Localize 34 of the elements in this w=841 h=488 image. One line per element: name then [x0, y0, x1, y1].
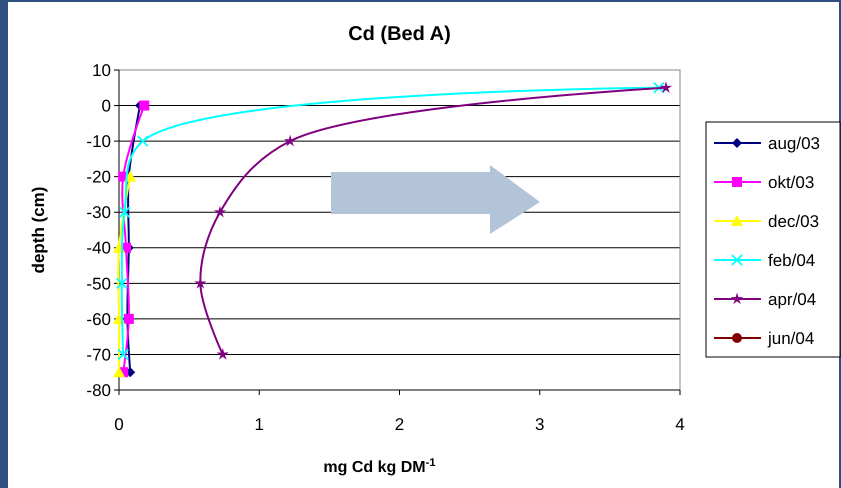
y-tick-label: -70 [86, 345, 111, 364]
chart-title: Cd (Bed A) [348, 23, 451, 45]
x-tick-label: 1 [254, 415, 264, 434]
point [284, 134, 296, 146]
y-tick-label: -20 [86, 168, 111, 187]
x-axis-title: mg Cd kg DM$^{-1}$ [323, 457, 436, 476]
point [660, 81, 672, 94]
y-tick-label: -50 [86, 274, 111, 294]
point [214, 206, 226, 218]
legend-label: jun/04 [767, 328, 814, 348]
point [136, 135, 149, 148]
y-tick-label: -60 [86, 310, 111, 329]
point [653, 82, 665, 94]
point [118, 206, 131, 218]
legend-label: aug/03 [768, 134, 820, 153]
y-tick-label: 0 [102, 96, 111, 116]
point [116, 277, 128, 290]
y-tick-label: -80 [86, 380, 111, 400]
point [139, 100, 150, 111]
x-tick-label: 2 [394, 415, 404, 434]
x-tick-label: 0 [114, 415, 124, 434]
x-tick-label: 3 [535, 415, 544, 434]
legend-label: apr/04 [768, 290, 816, 309]
y-axis-title: depth (cm) [29, 186, 48, 274]
legend-label: feb/04 [768, 250, 816, 270]
y-tick-label: -30 [86, 203, 111, 222]
legend-label: okt/03 [768, 172, 814, 192]
y-tick-label: -40 [86, 238, 111, 258]
y-tick-label: 10 [92, 60, 111, 80]
point [117, 348, 130, 360]
x-tick-label: 4 [675, 415, 685, 434]
point [216, 348, 229, 360]
legend-label: dec/03 [768, 212, 820, 231]
y-tick-label: -10 [86, 132, 111, 152]
